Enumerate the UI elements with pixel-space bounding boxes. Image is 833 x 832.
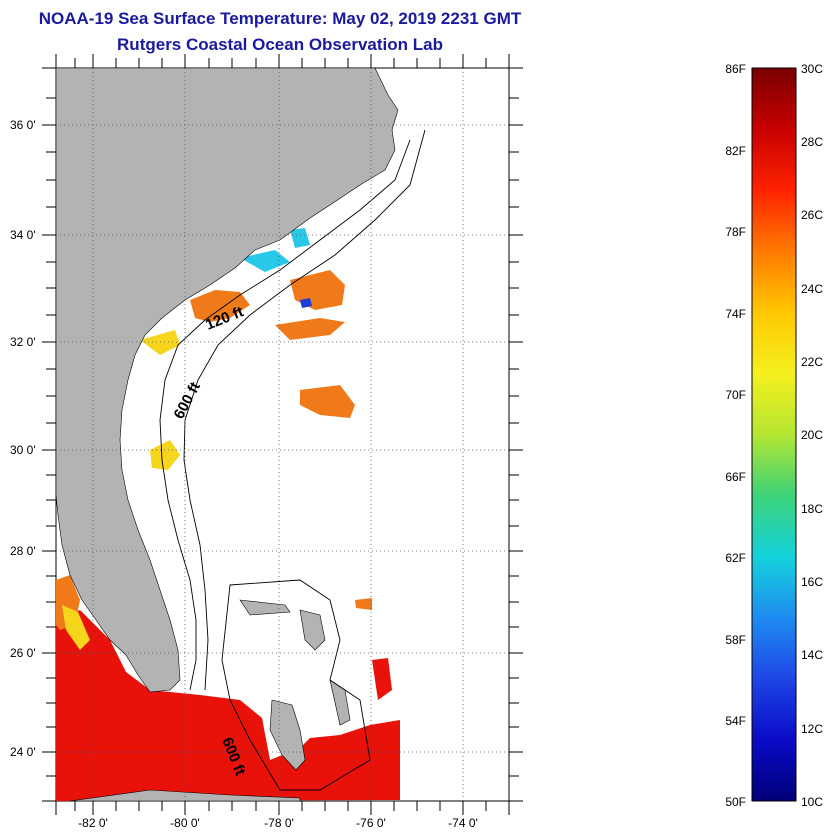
cb-label-18c: 18C [801, 502, 823, 516]
andros-island [269, 699, 306, 771]
axis-ticks [42, 54, 523, 815]
cb-label-58f: 58F [725, 633, 746, 647]
cuba [69, 789, 301, 801]
cb-label-50f: 50F [725, 795, 746, 809]
cb-label-10c: 10C [801, 795, 823, 809]
colorbar [751, 67, 797, 802]
cb-label-14c: 14C [801, 648, 823, 662]
cb-label-20c: 20C [801, 428, 823, 442]
sst-orange-mid [275, 318, 345, 340]
us-mainland [56, 68, 399, 693]
left-ticks [42, 67, 56, 802]
isobath-120ft [159, 139, 411, 691]
isobath-bahamas [221, 579, 371, 791]
isobath-contours [159, 129, 426, 791]
lat-label-32: 32 0' [10, 335, 36, 349]
lat-label-28: 28 0' [10, 544, 36, 558]
lat-label-36: 36 0' [10, 118, 36, 132]
cb-label-22c: 22C [801, 355, 823, 369]
lon-label-78: -78 0' [264, 816, 294, 830]
cb-label-26c: 26C [801, 208, 823, 222]
lat-label-24: 24 0' [10, 745, 36, 759]
bottom-ticks [55, 801, 510, 815]
longitude-labels: -82 0' -80 0' -78 0' -76 0' -74 0' [78, 816, 478, 830]
cb-label-30c: 30C [801, 62, 823, 76]
grand-bahama [239, 599, 291, 616]
cb-label-16c: 16C [801, 575, 823, 589]
lon-label-76: -76 0' [356, 816, 386, 830]
cb-label-28c: 28C [801, 135, 823, 149]
cb-label-78f: 78F [725, 225, 746, 239]
sst-cyan-coast [240, 250, 290, 272]
colorbar-celsius-labels: 30C 28C 26C 24C 22C 20C 18C 16C 14C 12C … [801, 62, 823, 809]
cb-label-12c: 12C [801, 722, 823, 736]
cb-label-86f: 86F [725, 62, 746, 76]
lon-label-74: -74 0' [448, 816, 478, 830]
cb-label-74f: 74F [725, 307, 746, 321]
sst-orange-bahamas [355, 598, 372, 610]
map-subtitle: Rutgers Coastal Ocean Observation Lab [117, 35, 443, 54]
sst-blue-spot [300, 298, 312, 308]
sst-yellow-coast [140, 330, 180, 355]
map-content: 120 ft 600 ft 600 ft [56, 68, 509, 801]
cb-label-82f: 82F [725, 144, 746, 158]
isobath-600ft [183, 129, 426, 691]
latitude-labels: 36 0' 34 0' 32 0' 30 0' 28 0' 26 0' 24 0… [10, 118, 36, 759]
sst-yellow-gulf [62, 605, 90, 650]
top-ticks [55, 54, 510, 68]
lat-label-30: 30 0' [10, 443, 36, 457]
lon-label-82: -82 0' [78, 816, 108, 830]
cb-label-62f: 62F [725, 551, 746, 565]
sst-warm-south [56, 660, 400, 801]
lon-label-80: -80 0' [170, 816, 200, 830]
sst-warm-bahamas [372, 658, 392, 700]
cb-label-24c: 24C [801, 282, 823, 296]
abaco-island [299, 609, 326, 651]
map-title: NOAA-19 Sea Surface Temperature: May 02,… [38, 9, 522, 28]
land-layer [56, 68, 399, 801]
sst-yellow-south [150, 440, 180, 470]
sst-cyan-north [290, 228, 310, 248]
lat-label-26: 26 0' [10, 646, 36, 660]
right-ticks [509, 67, 523, 802]
sst-orange-carolina [190, 290, 250, 322]
cb-label-70f: 70F [725, 388, 746, 402]
sst-data-layer [56, 228, 400, 801]
colorbar-fahrenheit-labels: 86F 82F 78F 74F 70F 66F 62F 58F 54F 50F [725, 62, 746, 809]
lat-label-34: 34 0' [10, 228, 36, 242]
cb-label-66f: 66F [725, 470, 746, 484]
sst-orange-south [300, 385, 355, 418]
cb-label-54f: 54F [725, 714, 746, 728]
